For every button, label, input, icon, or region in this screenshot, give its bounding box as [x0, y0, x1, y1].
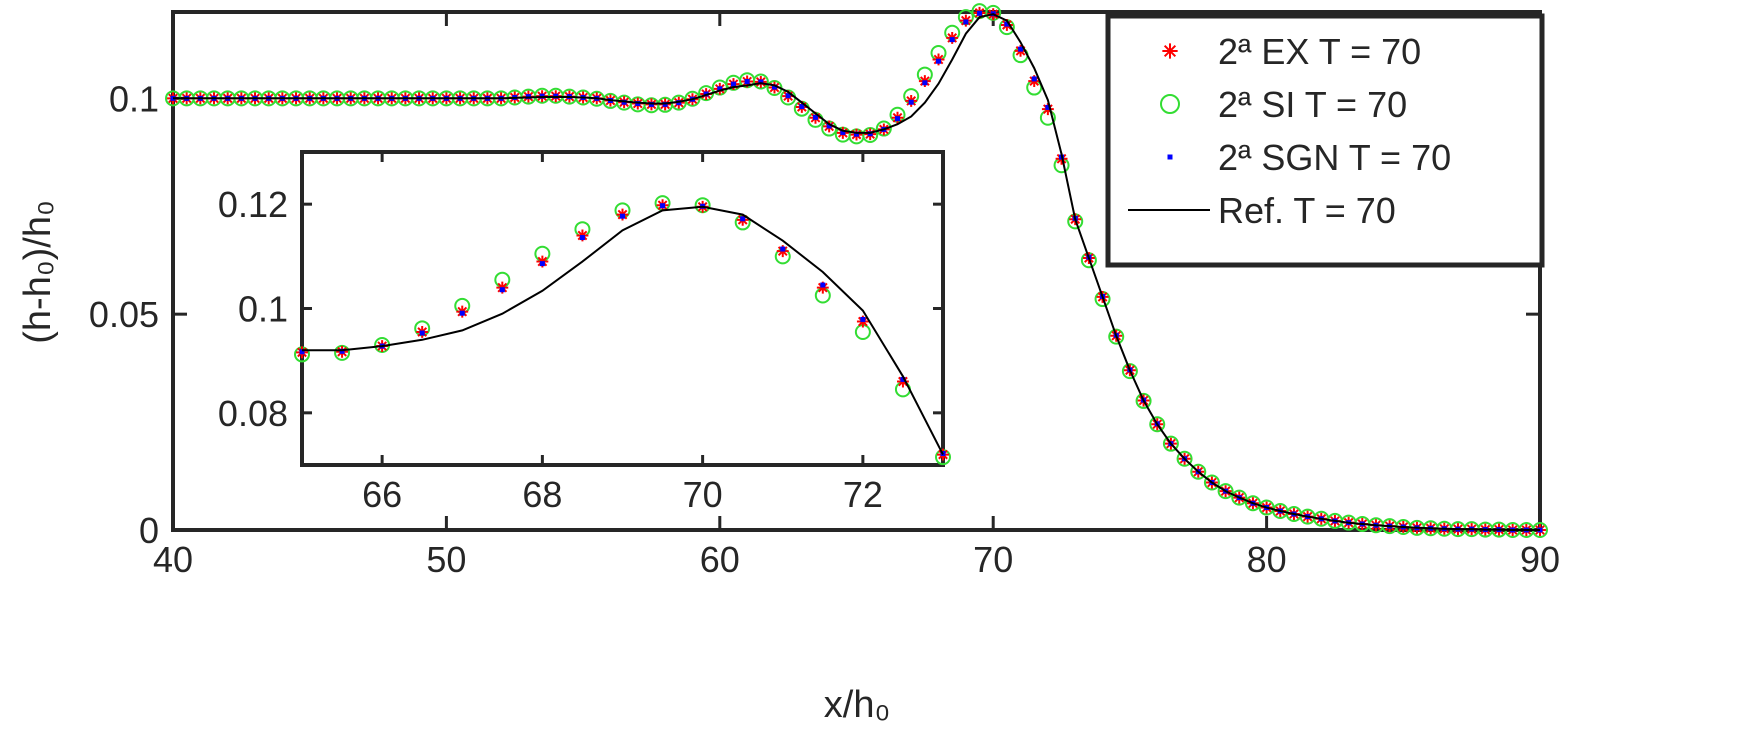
legend-asterisk-icon: [1162, 43, 1178, 59]
legend-entry: 2ª EX T = 70: [1162, 31, 1421, 72]
inset-data-point: [780, 246, 786, 252]
legend-label: 2ª SI T = 70: [1218, 84, 1407, 125]
legend: 2ª EX T = 70 2ª SI T = 70 2ª SGN T = 70 Ref…: [1105, 13, 1545, 268]
main-y-tick-label: 0: [139, 510, 159, 551]
inset-data-point: [334, 344, 351, 361]
main-data-point: [812, 114, 818, 120]
inset-axes: 66 68 70 72 0.08 0.1 0.12: [218, 150, 951, 515]
inset-data-point: [339, 348, 345, 354]
main-data-point: [730, 81, 736, 87]
inset-data-point: [299, 349, 305, 355]
main-data-point: [684, 90, 701, 107]
inset-data-point: [740, 216, 746, 222]
main-data-point: [1231, 489, 1248, 506]
main-data-point: [717, 86, 723, 92]
main-data-point: [875, 120, 892, 137]
inset-x-tick-label: 68: [522, 474, 562, 515]
main-data-point: [862, 127, 879, 144]
main-data-point: [977, 10, 983, 16]
legend-label: 2ª EX T = 70: [1218, 31, 1421, 72]
main-data-point: [949, 37, 955, 43]
main-data-point: [1190, 463, 1207, 480]
main-data-point: [1004, 21, 1010, 27]
legend-square-icon: [1167, 154, 1173, 160]
main-x-tick-label: 40: [153, 539, 193, 580]
main-data-point: [826, 123, 832, 129]
main-data-point: [908, 99, 914, 105]
legend-entry: 2ª SI T = 70: [1160, 84, 1407, 125]
main-data-point: [785, 93, 791, 99]
main-data-point: [1135, 392, 1152, 409]
legend-label: 2ª SGN T = 70: [1218, 137, 1451, 178]
main-data-point: [744, 78, 750, 84]
main-x-tick-label: 80: [1247, 539, 1287, 580]
main-data-point: [752, 73, 769, 90]
inset-y-tick-label: 0.12: [218, 184, 288, 225]
main-data-point: [936, 58, 942, 64]
legend-entry: Ref. T = 70: [1128, 190, 1396, 231]
inset-frame: [300, 150, 945, 467]
legend-entry: 2ª SGN T = 70: [1167, 137, 1451, 178]
inset-data-point: [900, 376, 906, 382]
inset-data-point: [816, 281, 829, 294]
legend-label: Ref. T = 70: [1218, 190, 1396, 231]
main-x-tick-label: 60: [700, 539, 740, 580]
inset-data-point: [820, 282, 826, 288]
inset-x-tick-label: 70: [683, 474, 723, 515]
inset-data-point: [459, 310, 465, 316]
main-data-point: [1203, 474, 1220, 491]
inset-x-tick-label: 66: [362, 474, 402, 515]
inset-y-tick-label: 0.1: [238, 289, 288, 330]
main-x-tick-label: 70: [973, 539, 1013, 580]
inset-data-point: [499, 287, 505, 293]
main-data-point: [895, 116, 901, 122]
main-plot-area: [165, 3, 1548, 538]
inset-data-point: [860, 316, 866, 322]
main-data-point: [1149, 416, 1166, 433]
legend-box: [1105, 13, 1545, 268]
main-reference-line: [173, 13, 1540, 531]
inset-data-point: [620, 213, 625, 219]
main-data-point: [1176, 450, 1193, 467]
y-axis-label: (h-h₀)/h₀: [17, 200, 59, 343]
main-data-point: [1108, 328, 1125, 345]
main-y-tick-label: 0.05: [89, 294, 159, 335]
main-data-point: [1162, 435, 1179, 452]
main-data-point: [963, 19, 969, 25]
main-x-tick-label: 50: [426, 539, 466, 580]
inset-data-point: [419, 330, 425, 336]
main-data-point: [758, 79, 764, 85]
main-data-point: [799, 104, 805, 110]
main-data-point: [854, 131, 859, 137]
main-data-point: [1045, 104, 1051, 110]
inset-data-point: [579, 235, 585, 241]
main-y-tick-label: 0.1: [109, 78, 159, 119]
inset-reference-line: [302, 205, 944, 456]
inset-x-tick-label: 72: [843, 474, 883, 515]
inset-y-tick-label: 0.08: [218, 393, 288, 434]
inset-data-point: [660, 203, 666, 209]
main-data-point: [840, 129, 846, 135]
main-data-point: [1031, 76, 1037, 82]
x-axis-label: x/h₀: [824, 684, 890, 726]
main-data-point: [1018, 46, 1024, 52]
inset-data-point: [539, 261, 545, 267]
main-data-point: [1217, 483, 1234, 500]
main-data-point: [1121, 363, 1138, 380]
legend-circle-icon: [1160, 94, 1180, 114]
main-data-point: [922, 80, 928, 86]
main-data-point: [771, 84, 777, 90]
main-x-tick-label: 90: [1520, 539, 1560, 580]
